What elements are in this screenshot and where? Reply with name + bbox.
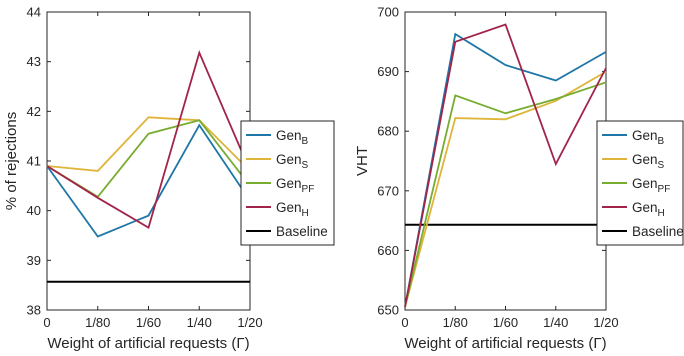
series-line-gens <box>46 116 251 172</box>
series-line-genpf <box>404 81 607 308</box>
legend-label-text: Baseline <box>276 224 328 239</box>
legend-label: GenH <box>632 200 665 219</box>
x-tick-label: 1/20 <box>237 315 262 330</box>
chart-1: 38 39 40 41 42 43 44 0 1/80 1/60 1/40 1/20 Weight of… <box>3 5 335 352</box>
legend-label: Baseline <box>632 224 684 239</box>
y-tick-label: 39 <box>27 253 41 268</box>
legend-label-subscript: B <box>302 136 309 147</box>
legend-label-subscript: H <box>658 208 665 219</box>
y-tick-label: 660 <box>377 243 399 258</box>
legend-label: GenS <box>632 152 665 171</box>
legend-label: GenPF <box>276 176 314 195</box>
x-tick-label: 1/80 <box>85 315 110 330</box>
y-tick-label: 42 <box>27 104 41 119</box>
legend-label-subscript: PF <box>658 184 671 195</box>
legend-label-text: Gen <box>632 152 658 167</box>
y-tick-label: 650 <box>377 303 399 318</box>
series-line-gens <box>404 70 607 308</box>
x-axis-title: Weight of artificial requests (Γ) <box>47 335 249 352</box>
legend-label-text: Gen <box>632 128 658 143</box>
legend-label-text: Gen <box>632 176 658 191</box>
y-tick-label: 670 <box>377 183 399 198</box>
x-tick-label: 0 <box>43 315 50 330</box>
legend-label-text: Gen <box>276 200 302 215</box>
x-tick-label: 1/60 <box>136 315 161 330</box>
x-tick-label: 1/40 <box>187 315 212 330</box>
legend-label-subscript: B <box>658 136 665 147</box>
chart-2: 650 660 670 680 690 700 0 1/80 1/60 1/40 1/20 Weigh… <box>354 5 684 353</box>
x-tick-label: 1/20 <box>593 315 618 330</box>
y-tick-label: 43 <box>27 54 41 69</box>
legend-label-text: Baseline <box>632 224 684 239</box>
legend-label-text: Gen <box>632 200 658 215</box>
y-tick-label: 38 <box>27 303 41 318</box>
y-tick-label: 680 <box>377 124 399 139</box>
legend-label-subscript: S <box>658 160 665 171</box>
legend-label-subscript: H <box>302 208 309 219</box>
x-axis-title: Weight of artificial requests (Γ) <box>404 335 606 352</box>
legend-label: Baseline <box>276 224 328 239</box>
series-line-genh <box>46 50 251 229</box>
series-line-genh <box>404 23 607 308</box>
x-tick-label: 1/60 <box>493 315 518 330</box>
x-tick-label: 1/80 <box>443 315 468 330</box>
legend-label-subscript: PF <box>302 184 315 195</box>
legend-label: GenH <box>276 200 309 219</box>
legend-label: GenB <box>276 128 309 147</box>
legend-label-text: Gen <box>276 176 302 191</box>
y-tick-label: 700 <box>377 5 399 20</box>
legend-label: GenB <box>632 128 665 147</box>
legend-label-subscript: S <box>302 160 309 171</box>
axes-box <box>404 11 607 311</box>
legend-label-text: Gen <box>276 152 302 167</box>
x-tick-label: 1/40 <box>543 315 568 330</box>
y-tick-label: 690 <box>377 64 399 79</box>
legend-label-text: Gen <box>276 128 302 143</box>
legend-label: GenPF <box>632 176 670 195</box>
y-axis-title: % of rejections <box>3 112 20 210</box>
series-line-genb <box>404 32 607 308</box>
y-tick-label: 40 <box>27 203 41 218</box>
legend-label: GenS <box>276 152 309 171</box>
y-axis-title: VHT <box>354 146 371 176</box>
x-tick-label: 0 <box>401 315 408 330</box>
y-tick-label: 44 <box>27 5 41 20</box>
axes-box <box>46 11 251 311</box>
y-tick-label: 41 <box>27 154 41 169</box>
series-line-genb <box>46 123 251 238</box>
